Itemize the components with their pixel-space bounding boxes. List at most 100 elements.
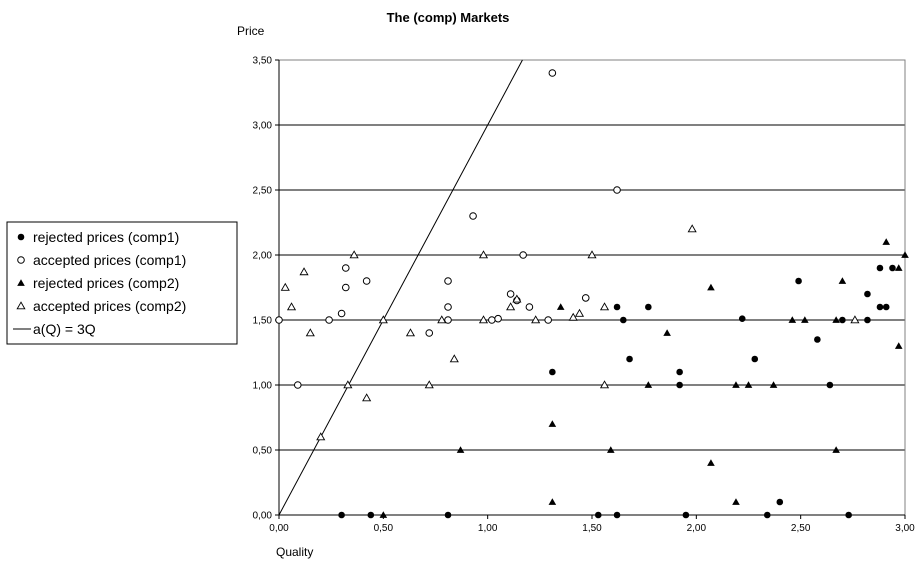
x-tick-label: 2,00 [687, 523, 707, 534]
legend-marker [17, 256, 25, 264]
y-tick-label: 1,00 [253, 381, 273, 392]
y-tick-label: 0,00 [253, 511, 273, 522]
data-point [362, 277, 371, 285]
data-point [444, 277, 452, 285]
data-point [506, 302, 516, 311]
data-point [405, 328, 416, 337]
data-point [286, 302, 297, 311]
data-point [362, 393, 372, 402]
data-point [587, 250, 597, 259]
data-point [531, 315, 541, 324]
data-point [801, 316, 809, 323]
data-point [338, 511, 345, 519]
data-point [876, 264, 884, 272]
data-point [341, 283, 350, 292]
data-point [732, 498, 740, 505]
legend-label: accepted prices (comp2) [33, 298, 186, 314]
data-point [444, 303, 452, 311]
data-point [676, 381, 683, 389]
legend-box [6, 221, 238, 345]
data-point [343, 380, 353, 389]
data-point [663, 329, 671, 336]
data-point [732, 381, 740, 388]
data-point [707, 459, 715, 466]
data-point [832, 316, 840, 323]
data-points [275, 59, 909, 519]
x-tick-label: 0,50 [374, 523, 394, 534]
data-point [839, 316, 846, 324]
y-tick-label: 1,50 [253, 316, 273, 327]
chart-title: The (comp) Markets [387, 10, 510, 25]
y-axis-title: Price [237, 24, 265, 38]
data-point [506, 290, 515, 298]
data-point [606, 446, 615, 453]
data-point [548, 69, 557, 77]
data-point [832, 446, 840, 453]
data-point [556, 303, 565, 310]
data-point [444, 316, 452, 324]
data-point [814, 336, 821, 343]
legend-item: accepted prices (comp1) [17, 252, 186, 268]
data-point [626, 355, 633, 363]
data-point [512, 294, 522, 303]
data-point [525, 303, 534, 311]
y-axis-ticks: 0,00 0,50 1,00 1,50 2,00 2,50 3,00 3,50 [253, 56, 280, 522]
y-tick-label: 2,00 [253, 251, 273, 262]
x-tick-label: 3,00 [895, 523, 915, 534]
data-point [838, 277, 847, 284]
data-point [444, 511, 452, 519]
legend-marker [16, 301, 26, 310]
data-point [488, 316, 496, 324]
data-point [644, 381, 653, 388]
data-point [613, 186, 621, 194]
data-point [280, 282, 290, 291]
legend-marker [17, 233, 25, 241]
data-point [581, 294, 590, 302]
y-tick-label: 0,50 [253, 446, 273, 457]
legend-label: rejected prices (comp1) [33, 229, 179, 245]
data-point [568, 312, 578, 321]
data-point [763, 511, 771, 519]
x-axis-ticks: 0,00 0,50 1,00 1,50 2,00 2,50 3,00 [269, 514, 915, 534]
series-2 [275, 69, 621, 389]
data-point [367, 511, 375, 519]
legend-item: rejected prices (comp1) [17, 229, 179, 245]
data-point [645, 303, 652, 311]
data-point [864, 316, 871, 324]
data-point [494, 314, 502, 323]
data-point [687, 224, 697, 233]
x-tick-label: 0,00 [269, 523, 289, 534]
data-point [795, 277, 802, 285]
data-point [850, 315, 860, 324]
data-point [379, 511, 388, 518]
series-line-aq [278, 59, 523, 516]
data-point [894, 264, 903, 271]
y-tick-label: 3,00 [253, 121, 273, 132]
data-point [599, 380, 610, 389]
data-point [901, 251, 909, 258]
data-point [599, 302, 610, 311]
data-point [325, 316, 333, 324]
series-4 [280, 224, 860, 441]
data-point [864, 290, 871, 298]
legend-item: rejected prices (comp2) [17, 275, 179, 291]
data-point [613, 303, 621, 311]
data-point [337, 309, 346, 318]
legend-label: accepted prices (comp1) [33, 252, 186, 268]
data-point [456, 446, 465, 453]
legend-label: a(Q) = 3Q [33, 321, 96, 337]
data-point [299, 267, 309, 276]
plot-area [278, 59, 906, 516]
data-point [707, 283, 715, 291]
data-point [776, 498, 784, 506]
series-1 [338, 264, 896, 519]
gridlines [279, 124, 905, 451]
y-tick-label: 3,50 [253, 56, 273, 67]
data-point [478, 250, 489, 259]
data-point [826, 381, 834, 389]
data-point [341, 264, 350, 272]
data-point [876, 303, 884, 311]
data-point [305, 328, 315, 337]
data-point [293, 381, 302, 389]
data-point [544, 316, 552, 324]
